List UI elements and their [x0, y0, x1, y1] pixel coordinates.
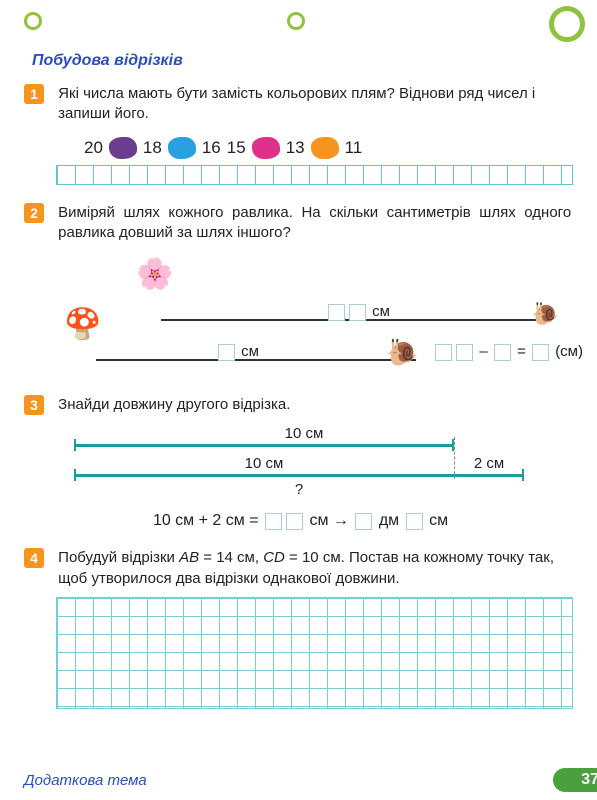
- task-3: 3 Знайди довжину другого відрізка. 10 см…: [24, 395, 577, 530]
- task-2: 2 Виміряй шлях кожного равлика. На скіль…: [24, 203, 577, 378]
- task-text: Знайди довжину другого відрізка.: [58, 395, 571, 415]
- splash-icon: [311, 137, 339, 159]
- section-header: Побудова відрізків: [32, 52, 577, 70]
- snail-icon: 🐌: [532, 301, 559, 327]
- answer-grid-strip[interactable]: [56, 165, 573, 185]
- circle-icon: [24, 12, 42, 30]
- splash-icon: [168, 137, 196, 159]
- page-footer: Додаткова тема 37: [24, 768, 597, 792]
- dashed-line: [454, 437, 455, 479]
- measure-input[interactable]: см: [326, 303, 390, 321]
- seq-number: 15: [227, 138, 246, 158]
- task-number-badge: 2: [24, 203, 44, 223]
- question-mark: ?: [74, 481, 524, 498]
- page-number: 37: [553, 768, 597, 792]
- seq-number: 13: [286, 138, 305, 158]
- splash-icon: [109, 137, 137, 159]
- equation-input[interactable]: – = (см): [433, 343, 583, 361]
- task-number-badge: 3: [24, 395, 44, 415]
- segment-label: 10 см: [74, 455, 454, 472]
- task-1: 1 Які числа мають бути замість кольорови…: [24, 84, 577, 185]
- task-number-badge: 4: [24, 548, 44, 568]
- task-text: Виміряй шлях кожного равлика. На скільки…: [58, 203, 571, 244]
- seq-number: 16: [202, 138, 221, 158]
- task-number-badge: 1: [24, 84, 44, 104]
- footer-text: Додаткова тема: [24, 772, 147, 789]
- segment-label: 10 см: [74, 425, 534, 442]
- task-4: 4 Побудуй відрізки AB = 14 см, CD = 10 с…: [24, 548, 577, 709]
- measure-input[interactable]: см: [216, 343, 259, 361]
- seq-number: 20: [84, 138, 103, 158]
- segment-diagram: 10 см 10 см 2 см ?: [74, 425, 534, 498]
- segment-bar: [74, 474, 524, 477]
- snail-icon: 🐌: [386, 337, 418, 368]
- seq-number: 18: [143, 138, 162, 158]
- task-text: Побудуй відрізки AB = 14 см, CD = 10 см.…: [58, 548, 571, 589]
- circle-icon: [287, 12, 305, 30]
- splash-icon: [252, 137, 280, 159]
- snail-diagram: 🌸 🍄 🐌 🐌 см см – = (см): [56, 257, 577, 377]
- equation-line[interactable]: 10 см + 2 см = см → дм см: [24, 512, 577, 530]
- number-sequence: 20 18 16 15 13 11: [84, 137, 577, 159]
- segment-label: 2 см: [454, 455, 524, 472]
- seq-number: 11: [345, 138, 363, 158]
- task-text: Які числа мають бути замість кольорових …: [58, 84, 571, 125]
- drawing-grid[interactable]: [56, 597, 573, 709]
- segment-bar: [74, 444, 454, 447]
- mushroom-icon: 🍄: [64, 307, 101, 342]
- flower-icon: 🌸: [136, 257, 173, 292]
- decorative-circles: [24, 12, 577, 42]
- circle-icon: [549, 6, 585, 42]
